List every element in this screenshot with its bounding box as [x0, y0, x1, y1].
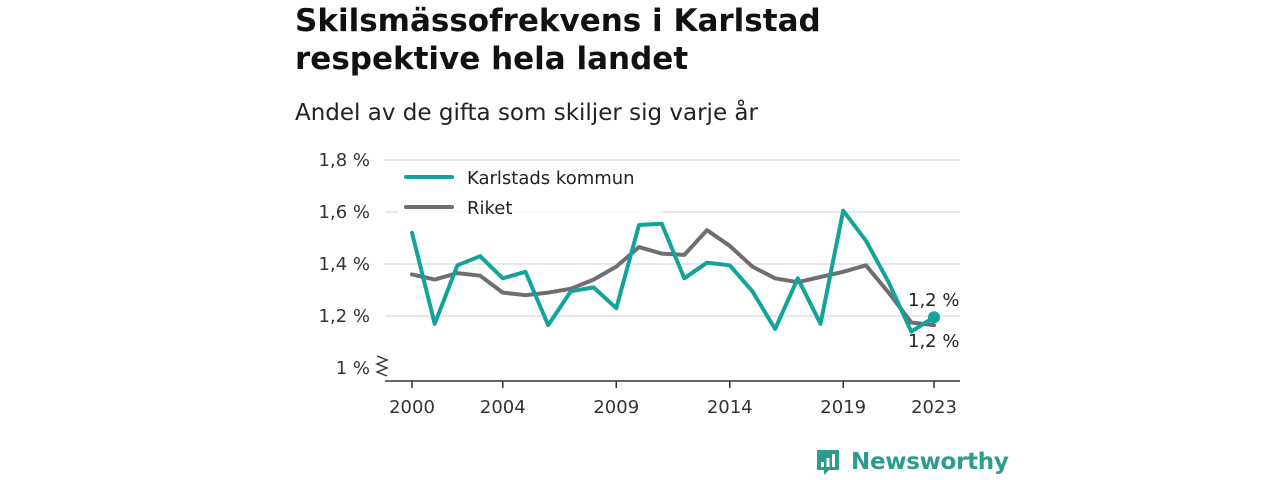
x-tick-label: 2014	[707, 397, 753, 418]
axis-break-icon	[375, 355, 389, 377]
end-labels: 1,2 % 1,2 %	[908, 290, 959, 352]
brand-logo: Newsworthy	[815, 446, 1009, 478]
bar-chart-logo-icon	[817, 450, 839, 475]
axes: 1 % 1,2 % 1,4 % 1,6 % 1,8 % 2000 2004 2009 2014 2…	[319, 150, 960, 418]
y-tick-label: 1,2 %	[319, 306, 370, 327]
x-tick-label: 2004	[480, 397, 526, 418]
chart-title-line-2: respektive hela landet	[295, 41, 689, 77]
line-chart: 1 % 1,2 % 1,4 % 1,6 % 1,8 % 2000 2004 2009 2014 2…	[319, 150, 960, 418]
series-line-karlstad	[410, 208, 936, 334]
brand-name: Newsworthy	[851, 449, 1009, 475]
x-tick-label: 2019	[820, 397, 866, 418]
y-tick-label: 1 %	[336, 358, 370, 379]
series-line-riket	[410, 228, 936, 328]
x-tick-label: 2023	[911, 397, 957, 418]
x-tick-label: 2000	[389, 397, 435, 418]
y-tick-label: 1,8 %	[319, 150, 370, 171]
chart-title-line-1: Skilsmässofrekvens i Karlstad	[295, 3, 821, 39]
legend-label: Riket	[467, 198, 512, 219]
series-lines	[410, 208, 940, 334]
y-tick-label: 1,4 %	[319, 254, 370, 275]
x-tick-label: 2009	[593, 397, 639, 418]
chart-title: Skilsmässofrekvens i Karlstad respektive…	[295, 2, 995, 78]
legend: Karlstads kommun Riket	[398, 164, 662, 220]
y-tick-label: 1,6 %	[319, 202, 370, 223]
end-label-riket: 1,2 %	[908, 331, 959, 352]
chart-subtitle: Andel av de gifta som skiljer sig varje …	[295, 100, 758, 126]
end-label-karlstad: 1,2 %	[908, 290, 959, 311]
legend-label: Karlstads kommun	[467, 168, 635, 189]
end-point-marker	[928, 311, 940, 324]
